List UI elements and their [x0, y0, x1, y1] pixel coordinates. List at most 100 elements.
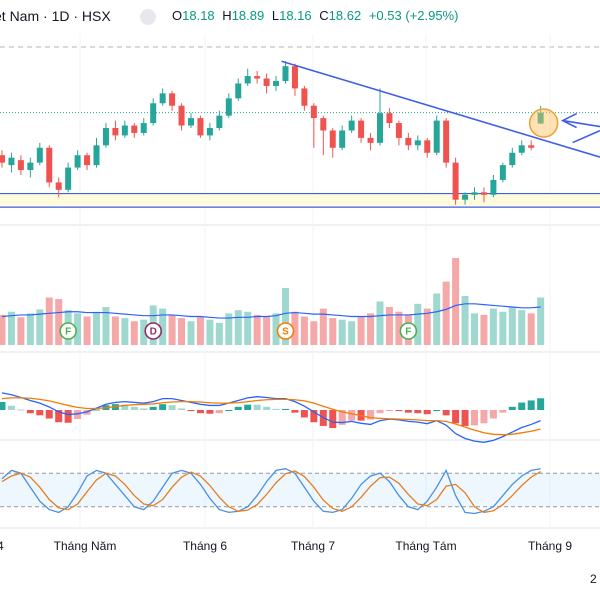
event-marker-letter: F	[405, 327, 411, 338]
volume-bar	[168, 314, 176, 345]
macd-histogram-bar	[527, 400, 535, 410]
volume-bar	[385, 307, 393, 345]
candle-body	[509, 152, 516, 166]
volume-bar	[480, 314, 488, 345]
macd-histogram-bar	[178, 408, 186, 410]
volume-bar	[272, 313, 280, 345]
candle-body	[254, 76, 261, 79]
x-tick-label: Tháng Năm	[54, 539, 117, 553]
status-dot-icon[interactable]	[140, 9, 156, 25]
candle-body	[433, 120, 440, 153]
candle-body	[121, 125, 128, 136]
candle-body	[36, 147, 43, 163]
x-tick-label: Tháng 6	[183, 539, 227, 553]
macd-histogram-bar	[93, 409, 100, 411]
candle-body	[27, 162, 34, 171]
macd-histogram-bar	[329, 410, 337, 429]
volume-bar	[423, 308, 431, 345]
volume-bar	[527, 313, 535, 345]
chart-header: ệt Nam · 1D · HSX O18.18 H18.89 L18.16 C…	[0, 0, 600, 34]
volume-bar	[140, 319, 148, 345]
macd-histogram-bar	[367, 410, 375, 420]
symbol-title: ệt Nam · 1D · HSX	[0, 8, 111, 24]
macd-histogram-bar	[423, 410, 431, 415]
volume-bar	[17, 317, 25, 345]
candle-body	[74, 155, 81, 168]
candle-body	[386, 113, 393, 124]
candle-body	[169, 93, 176, 106]
macd-histogram-bar	[282, 408, 289, 410]
chart-background	[0, 34, 600, 529]
candle-body	[178, 105, 185, 126]
x-tick-label: Tháng 7	[291, 539, 335, 553]
candle-body	[102, 128, 109, 146]
volume-bar	[452, 257, 460, 345]
macd-histogram-bar	[433, 410, 441, 411]
change-value: +0.53 (+2.95%)	[368, 8, 459, 23]
high-key: H	[222, 8, 232, 23]
candle-body	[206, 128, 213, 136]
macd-histogram-bar	[300, 410, 308, 418]
macd-histogram-bar	[461, 410, 469, 426]
macd-histogram-bar	[499, 410, 507, 413]
candle-body	[499, 165, 506, 180]
macd-histogram-bar	[272, 408, 280, 410]
volume-bar	[263, 316, 271, 345]
candle-body	[320, 118, 327, 131]
stochastic-pane[interactable]	[0, 468, 600, 515]
volume-bar	[508, 307, 516, 345]
x-tick-label: 4	[0, 539, 4, 553]
candle-body	[17, 160, 24, 171]
volume-bar	[310, 321, 318, 345]
volume-bar	[442, 281, 450, 345]
volume-bar	[414, 303, 422, 345]
candle-body	[188, 118, 194, 126]
price-pane[interactable]	[0, 60, 600, 208]
macd-histogram-bar	[395, 410, 403, 412]
volume-bar	[348, 321, 356, 345]
candle-body	[301, 88, 308, 106]
volume-bar	[36, 309, 44, 345]
macd-histogram-bar	[471, 410, 478, 426]
annotation-arrow-tail	[572, 129, 600, 144]
candle-body	[216, 115, 223, 128]
event-marker-icon	[399, 322, 418, 340]
volume-bar	[376, 301, 384, 345]
candle-body	[339, 130, 346, 148]
volume-bar	[111, 316, 119, 345]
candle-body	[414, 140, 421, 146]
macd-histogram-bar	[338, 410, 346, 425]
macd-histogram-bar	[348, 410, 356, 421]
macd-histogram-bar	[55, 410, 63, 423]
volume-bar	[319, 308, 327, 345]
stoch-k-line	[1, 468, 541, 515]
candle-body	[55, 182, 62, 190]
macd-histogram-bar	[244, 404, 252, 410]
event-marker-icon	[59, 322, 77, 340]
volume-bar	[253, 314, 261, 345]
descending-trendline	[281, 60, 600, 158]
corner-label: 2	[590, 572, 597, 586]
macd-histogram-bar	[508, 406, 516, 410]
volume-bar	[55, 299, 63, 345]
macd-pane[interactable]	[0, 392, 545, 443]
macd-histogram-bar	[480, 410, 488, 424]
annotation-arrow-icon	[560, 112, 600, 129]
macd-histogram-bar	[263, 406, 271, 410]
event-marker-letter: D	[150, 327, 157, 338]
volume-bar	[537, 297, 545, 345]
macd-histogram-bar	[234, 406, 242, 410]
high-value: 18.89	[231, 8, 265, 23]
candle-body	[537, 112, 544, 124]
macd-histogram-bar	[215, 410, 223, 414]
event-marker-letter: F	[65, 327, 71, 338]
macd-histogram-bar	[130, 406, 138, 410]
volume-bar	[489, 308, 497, 345]
candle-body	[46, 147, 53, 183]
macd-histogram-bar	[45, 410, 53, 419]
candle-body	[93, 145, 100, 166]
volume-bar	[178, 318, 186, 345]
volume-bar	[518, 310, 526, 345]
